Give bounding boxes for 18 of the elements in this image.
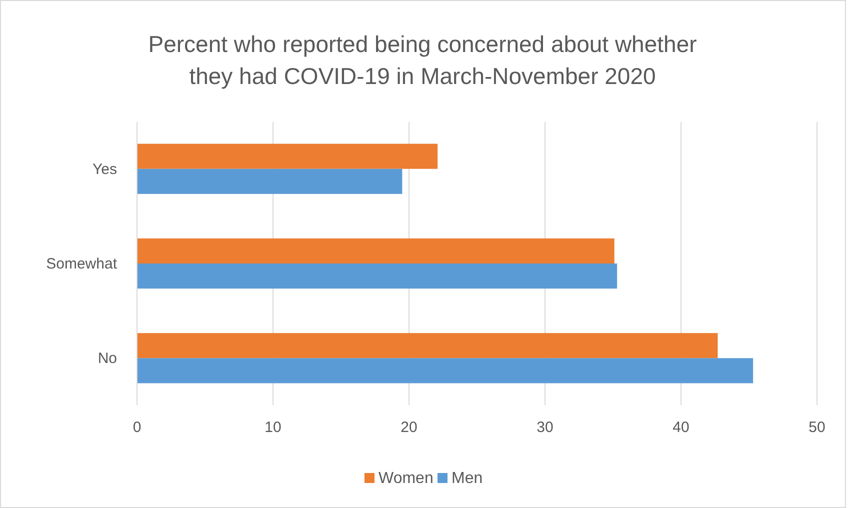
legend-label: Men: [452, 470, 483, 487]
y-tick-label: Yes: [92, 160, 117, 178]
bar: [137, 264, 618, 289]
y-tick-label: No: [98, 350, 117, 368]
x-tick-label: 50: [808, 419, 826, 436]
legend-label: Women: [378, 470, 434, 487]
x-tick-label: 40: [672, 419, 690, 436]
x-tick-label: 20: [400, 419, 418, 436]
x-tick-label: 0: [132, 419, 142, 436]
bar: [137, 333, 718, 358]
x-tick-label: 10: [264, 419, 282, 436]
bar: [137, 168, 402, 194]
bar: [137, 144, 438, 169]
x-tick-label: 30: [536, 419, 554, 436]
y-tick-label: Somewhat: [46, 256, 118, 272]
bar: [137, 238, 614, 264]
bar: [137, 358, 754, 384]
chart-title: Percent who reported being concerned about whether they had COVID-19 in March-November 2020: [148, 31, 698, 89]
